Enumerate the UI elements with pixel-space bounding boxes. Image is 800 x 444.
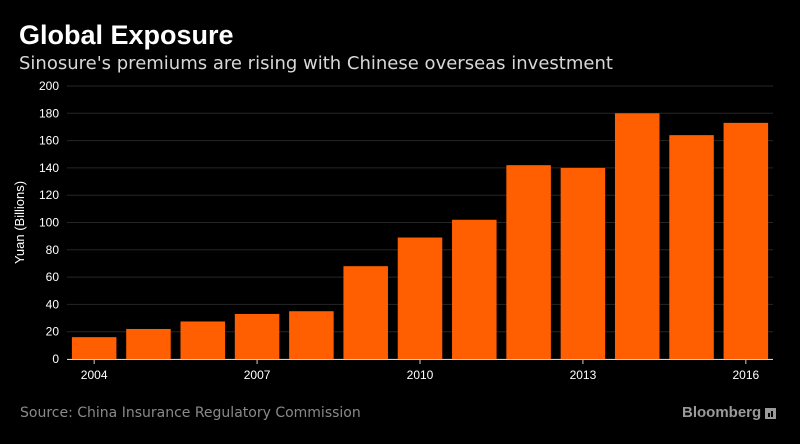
bar-2012 [506,165,551,359]
bar-2010 [397,237,443,359]
bar-2009 [343,266,388,359]
y-tick-label-120: 120 [39,188,59,202]
bar-2015 [669,135,714,359]
y-axis-title: Yuan (Billions) [12,181,27,264]
bloomberg-chart-icon [765,408,777,419]
x-tick-label-2016: 2016 [732,368,759,382]
bar-2007 [234,313,280,359]
source-note: Source: China Insurance Regulatory Commi… [20,405,361,421]
brand-name: Bloomberg [682,404,762,421]
bar-2004 [71,337,117,359]
x-tick-label-2007: 2007 [244,368,271,382]
y-tick-label-0: 0 [52,352,59,366]
chart-subtitle: Sinosure's premiums are rising with Chin… [19,53,613,74]
bar-2014 [614,113,660,359]
chart-title: Global Exposure [19,20,234,50]
y-tick-label-60: 60 [46,270,60,284]
y-tick-label-200: 200 [39,79,59,93]
bar-2005 [126,328,171,359]
x-tick-label-2010: 2010 [407,368,434,382]
y-tick-label-40: 40 [46,297,60,311]
bar-chart: 0 20 40 60 80 100 120 140 160 180 200 2004 2007 2010 2… [12,79,773,382]
bar-2008 [289,311,334,359]
bar-2016 [723,122,769,359]
bar-2011 [452,219,497,359]
y-tick-label-80: 80 [46,243,60,257]
brand-logo: Bloomberg [682,404,777,421]
y-tick-label-140: 140 [39,161,59,175]
y-tick-label-180: 180 [39,106,59,120]
x-tick-label-2013: 2013 [570,368,597,382]
y-tick-label-160: 160 [39,134,59,148]
x-tick-label-2004: 2004 [81,368,108,382]
y-tick-label-100: 100 [39,216,59,230]
bar-2006 [180,321,226,359]
bar-2013 [560,167,606,359]
y-tick-label-20: 20 [46,325,60,339]
